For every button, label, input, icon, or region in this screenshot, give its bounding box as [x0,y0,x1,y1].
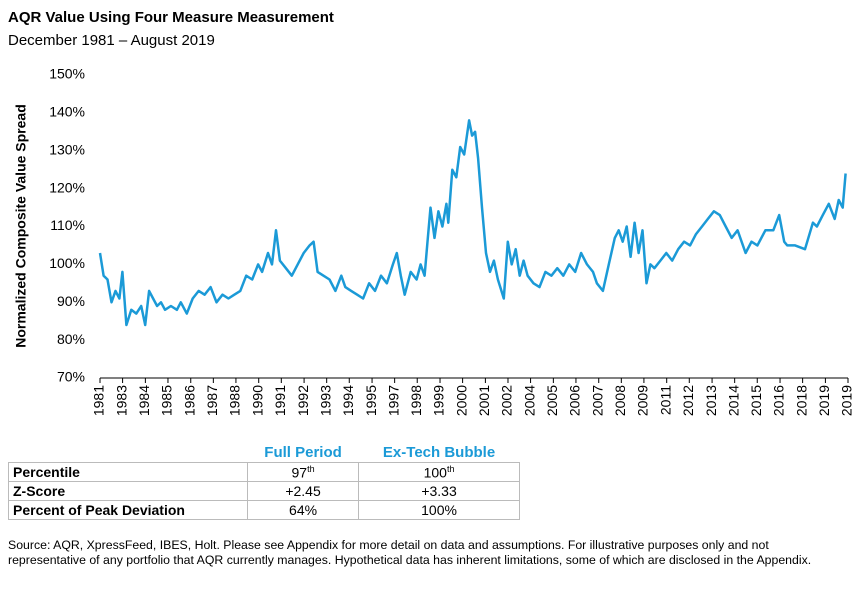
y-tick-label: 70% [57,369,85,385]
x-tick-label: 1991 [272,385,288,416]
x-tick-label: 2002 [499,385,515,416]
x-tick-label: 2006 [567,385,583,416]
x-tick-label: 2018 [793,385,809,416]
x-tick-label: 1983 [113,385,129,416]
x-tick-label: 1998 [408,385,424,416]
table-cell: +2.45 [246,481,360,501]
x-tick-label: 2005 [544,385,560,416]
header-cell: Ex-Tech Bubble [382,444,496,461]
table-cell: 100% [358,500,520,520]
x-tick-label: 2000 [453,385,469,416]
x-tick-label: 1987 [204,385,220,416]
chart-title: AQR Value Using Four Measure Measurement [8,9,334,26]
y-tick-label: 90% [57,293,85,309]
x-tick-label: 1993 [317,385,333,416]
x-tick-label: 2007 [589,385,605,416]
x-tick-label: 1997 [385,385,401,416]
table-cell: 64% [246,500,360,520]
table-header: Full Period Ex-Tech Bubble [9,443,520,463]
x-tick-label: 2014 [725,385,741,416]
x-tick-label: 1995 [363,385,379,416]
y-tick-label: 100% [49,255,85,271]
x-tick-label: 2011 [657,385,673,415]
x-tick-label: 1984 [136,385,152,416]
cell-value: 100 [423,464,447,481]
x-tick-label: 2001 [476,385,492,416]
x-tick-label: 2019 [816,385,832,416]
cell-value: 97 [291,464,308,481]
y-tick-label: 140% [49,104,85,120]
y-tick-label: 150% [49,66,85,82]
y-tick-label: 120% [49,179,85,195]
x-tick-label: 2004 [521,385,537,416]
x-tick-label: 2008 [612,385,628,416]
table-row: Z-Score +2.45 +3.33 [8,481,520,501]
series-line [98,119,847,327]
ordinal-suffix: th [446,463,455,474]
x-tick-label: 1981 [91,385,107,416]
table-cell: +3.33 [358,481,520,501]
row-label: Z-Score [8,481,248,501]
x-tick-label: 2013 [703,385,719,416]
x-tick-label: 1992 [295,385,311,416]
x-tick-label: 1994 [340,385,356,416]
y-tick-label: 110% [50,217,85,233]
chart: AQR Value Using Four Measure Measurement… [8,9,855,416]
table-cell: 100th [358,462,520,482]
x-tick-label: 1988 [227,385,243,416]
y-axis-label: Normalized Composite Value Spread [13,104,29,348]
x-tick-label: 2015 [748,385,764,416]
x-tick-label: 1999 [431,385,447,416]
x-tick-label: 1986 [181,385,197,416]
x-tick-label: 2009 [635,385,651,416]
x-tick-label: 1990 [249,385,265,416]
x-tick-label: 2019 [839,385,855,416]
chart-subtitle: December 1981 – August 2019 [8,32,215,49]
stats-table: Full Period Ex-Tech Bubble Percentile 97t… [8,443,520,520]
x-tick-label: 2016 [771,385,787,416]
table-row: Percent of Peak Deviation 64% 100% [8,500,520,520]
ordinal-suffix: th [307,463,315,474]
row-label: Percentile [8,462,248,482]
footnote: Source: AQR, XpressFeed, IBES, Holt. Ple… [8,538,812,567]
table-row: Percentile 97th 100th [8,462,520,482]
header-cell: Full Period [264,444,342,461]
y-tick-label: 130% [49,141,85,157]
table-cell: 97th [246,462,360,482]
x-tick-label: 1985 [159,385,175,416]
x-tick-label: 2012 [680,385,696,416]
header-blank [9,443,248,463]
row-label: Percent of Peak Deviation [8,500,248,520]
y-tick-label: 80% [57,331,85,347]
